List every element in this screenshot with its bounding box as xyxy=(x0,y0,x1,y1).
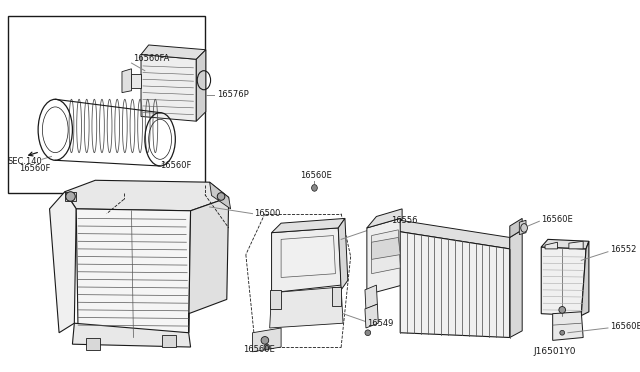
Polygon shape xyxy=(49,192,76,333)
Text: 16556: 16556 xyxy=(390,216,417,225)
Polygon shape xyxy=(162,335,176,347)
Polygon shape xyxy=(269,287,343,328)
Polygon shape xyxy=(541,239,589,249)
Polygon shape xyxy=(281,235,335,278)
Polygon shape xyxy=(367,209,402,228)
Polygon shape xyxy=(65,180,228,211)
Polygon shape xyxy=(131,74,141,88)
Polygon shape xyxy=(76,209,191,337)
Polygon shape xyxy=(510,230,522,337)
Polygon shape xyxy=(72,323,191,347)
Ellipse shape xyxy=(264,344,269,350)
Text: 16560E: 16560E xyxy=(243,345,275,355)
Text: SEC.140: SEC.140 xyxy=(8,157,42,166)
Polygon shape xyxy=(271,228,341,293)
Text: 16552: 16552 xyxy=(610,246,636,254)
Polygon shape xyxy=(365,285,378,309)
Polygon shape xyxy=(372,230,400,274)
Polygon shape xyxy=(400,232,510,337)
Polygon shape xyxy=(141,55,196,121)
Text: 16500: 16500 xyxy=(255,209,281,218)
Ellipse shape xyxy=(261,337,269,344)
Polygon shape xyxy=(65,192,76,201)
Polygon shape xyxy=(569,241,583,249)
Text: 16576P: 16576P xyxy=(217,90,249,99)
Text: 16560E: 16560E xyxy=(610,321,640,331)
Polygon shape xyxy=(365,304,378,328)
Ellipse shape xyxy=(521,224,527,232)
Text: 16549: 16549 xyxy=(367,319,393,328)
Polygon shape xyxy=(196,50,206,121)
Polygon shape xyxy=(269,290,281,309)
Ellipse shape xyxy=(312,185,317,191)
Polygon shape xyxy=(545,242,557,249)
Polygon shape xyxy=(210,182,230,209)
Text: 16560F: 16560F xyxy=(160,161,191,170)
Polygon shape xyxy=(86,337,100,350)
Polygon shape xyxy=(339,218,348,290)
Ellipse shape xyxy=(559,307,566,313)
Text: 16560E: 16560E xyxy=(300,171,332,180)
Text: J16501Y0: J16501Y0 xyxy=(534,347,576,356)
Polygon shape xyxy=(519,220,526,235)
Polygon shape xyxy=(253,328,281,352)
Polygon shape xyxy=(332,287,341,306)
Polygon shape xyxy=(400,220,510,249)
Text: 16560FA: 16560FA xyxy=(133,54,170,63)
Polygon shape xyxy=(553,312,583,340)
Polygon shape xyxy=(271,218,345,233)
Ellipse shape xyxy=(66,192,76,201)
Bar xyxy=(8,16,205,193)
Polygon shape xyxy=(141,45,206,59)
Ellipse shape xyxy=(217,193,225,200)
Text: 16560F: 16560F xyxy=(19,164,51,173)
Polygon shape xyxy=(122,69,131,93)
Polygon shape xyxy=(372,237,400,259)
Ellipse shape xyxy=(560,330,564,335)
Ellipse shape xyxy=(365,330,371,336)
Text: 16560E: 16560E xyxy=(541,215,573,224)
Polygon shape xyxy=(189,198,228,333)
Polygon shape xyxy=(581,241,589,315)
Polygon shape xyxy=(541,247,586,315)
Polygon shape xyxy=(367,218,402,295)
Polygon shape xyxy=(510,218,522,237)
